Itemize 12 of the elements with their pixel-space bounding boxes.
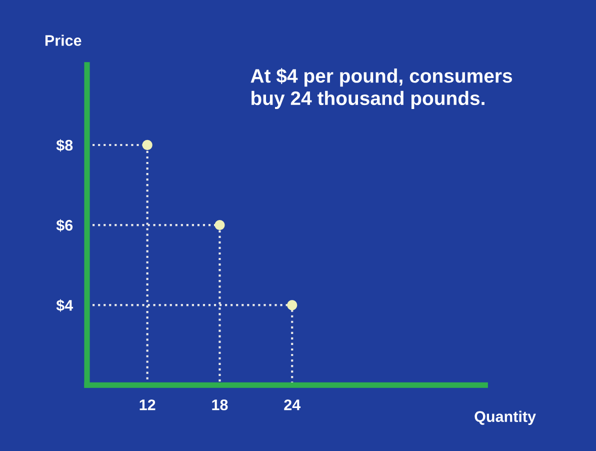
y-tick-label: $6 bbox=[56, 219, 73, 232]
x-axis-title: Quantity bbox=[474, 410, 536, 426]
x-tick-label: 24 bbox=[284, 399, 301, 410]
point bbox=[287, 300, 298, 310]
y-tick-label: $4 bbox=[56, 299, 74, 312]
y-axis-title: Price bbox=[45, 34, 82, 46]
x-tick-label: 12 bbox=[140, 399, 156, 410]
y-tick-label: $8 bbox=[56, 139, 73, 152]
point bbox=[214, 220, 225, 230]
x-tick-label: 18 bbox=[212, 399, 228, 410]
annotation: At $4 per pound, consumers buy 24 thousand pounds. bbox=[250, 68, 512, 109]
point bbox=[142, 140, 152, 150]
